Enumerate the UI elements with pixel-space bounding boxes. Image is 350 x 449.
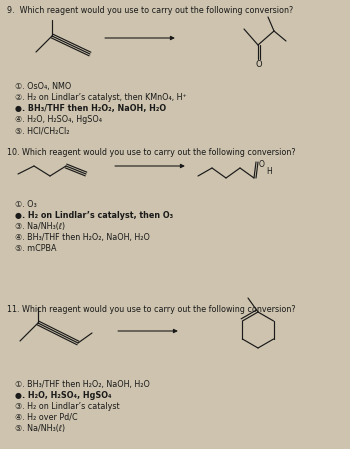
Text: ③. H₂ on Lindlar’s catalyst: ③. H₂ on Lindlar’s catalyst — [15, 402, 120, 411]
Text: ②. H₂ on Lindlar’s catalyst, then KMnO₄, H⁺: ②. H₂ on Lindlar’s catalyst, then KMnO₄,… — [15, 93, 187, 102]
Text: ⑤. HCl/CH₂Cl₂: ⑤. HCl/CH₂Cl₂ — [15, 126, 70, 135]
Text: ●. H₂O, H₂SO₄, HgSO₄: ●. H₂O, H₂SO₄, HgSO₄ — [15, 391, 112, 400]
Text: ●. H₂ on Lindlar’s catalyst, then O₃: ●. H₂ on Lindlar’s catalyst, then O₃ — [15, 211, 173, 220]
Text: ④. BH₃/THF then H₂O₂, NaOH, H₂O: ④. BH₃/THF then H₂O₂, NaOH, H₂O — [15, 233, 150, 242]
Text: O: O — [256, 60, 262, 69]
Text: ①. O₃: ①. O₃ — [15, 200, 37, 209]
Text: ①. BH₃/THF then H₂O₂, NaOH, H₂O: ①. BH₃/THF then H₂O₂, NaOH, H₂O — [15, 380, 150, 389]
Text: 11. Which reagent would you use to carry out the following conversion?: 11. Which reagent would you use to carry… — [7, 305, 296, 314]
Text: ④. H₂O, H₂SO₄, HgSO₄: ④. H₂O, H₂SO₄, HgSO₄ — [15, 115, 102, 124]
Text: ⑤. Na/NH₃(ℓ): ⑤. Na/NH₃(ℓ) — [15, 424, 65, 433]
Text: ●. BH₃/THF then H₂O₂, NaOH, H₂O: ●. BH₃/THF then H₂O₂, NaOH, H₂O — [15, 104, 166, 113]
Text: ④. H₂ over Pd/C: ④. H₂ over Pd/C — [15, 413, 78, 422]
Text: ①. OsO₄, NMO: ①. OsO₄, NMO — [15, 82, 71, 91]
Text: ⑤. mCPBA: ⑤. mCPBA — [15, 244, 56, 253]
Text: 10. Which reagent would you use to carry out the following conversion?: 10. Which reagent would you use to carry… — [7, 148, 296, 157]
Text: O: O — [259, 160, 265, 169]
Text: ③. Na/NH₃(ℓ): ③. Na/NH₃(ℓ) — [15, 222, 65, 231]
Text: 9.  Which reagent would you use to carry out the following conversion?: 9. Which reagent would you use to carry … — [7, 6, 293, 15]
Text: H: H — [266, 167, 272, 176]
